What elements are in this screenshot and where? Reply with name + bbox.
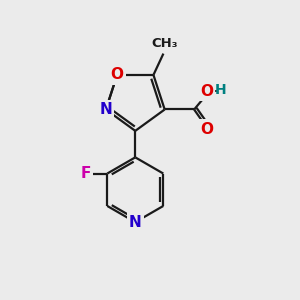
- Text: N: N: [129, 214, 142, 230]
- Text: H: H: [214, 83, 226, 97]
- Text: N: N: [100, 102, 112, 117]
- Text: O: O: [200, 122, 213, 136]
- Text: O: O: [200, 84, 213, 99]
- Text: O: O: [111, 68, 124, 82]
- Text: F: F: [81, 166, 91, 181]
- Text: CH₃: CH₃: [152, 37, 178, 50]
